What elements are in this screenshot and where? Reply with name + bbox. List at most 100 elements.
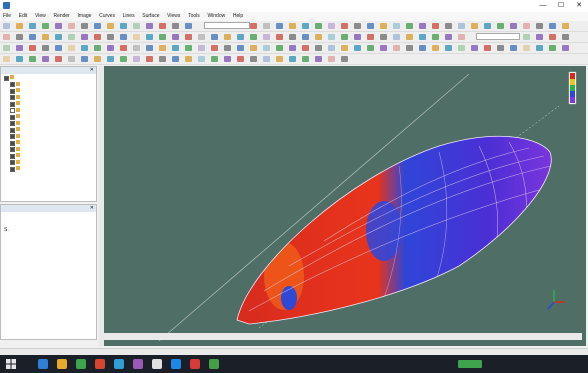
toolbar-tool-icon[interactable] — [354, 34, 361, 40]
toolbar-tool-icon[interactable] — [120, 23, 127, 29]
layer-row[interactable] — [1, 133, 96, 139]
toolbar-tool-icon[interactable] — [133, 56, 140, 62]
toolbar-tool-icon[interactable] — [198, 45, 205, 51]
taskbar-app-icon[interactable] — [171, 359, 181, 369]
toolbar-tool-icon[interactable] — [289, 23, 296, 29]
toolbar-tool-icon[interactable] — [120, 45, 127, 51]
toolbar-tool-icon[interactable] — [445, 45, 452, 51]
toolbar-tool-icon[interactable] — [458, 23, 465, 29]
windows-start-icon[interactable] — [6, 359, 16, 369]
toolbar-tool-icon[interactable] — [354, 23, 361, 29]
toolbar-tool-icon[interactable] — [107, 23, 114, 29]
close-icon[interactable]: ✕ — [89, 205, 94, 211]
toolbar-tool-icon[interactable] — [393, 34, 400, 40]
toolbar-tool-icon[interactable] — [224, 34, 231, 40]
toolbar-tool-icon[interactable] — [302, 34, 309, 40]
toolbar-tool-icon[interactable] — [16, 45, 23, 51]
toolbar-tool-icon[interactable] — [432, 34, 439, 40]
toolbar-tool-icon[interactable] — [458, 45, 465, 51]
layer-visibility-checkbox[interactable] — [10, 82, 15, 87]
toolbar-tool-icon[interactable] — [341, 34, 348, 40]
toolbar-tool-icon[interactable] — [146, 23, 153, 29]
toolbar-tool-icon[interactable] — [211, 56, 218, 62]
toolbar-tool-icon[interactable] — [198, 34, 205, 40]
toolbar-tool-icon[interactable] — [536, 45, 543, 51]
toolbar-tool-icon[interactable] — [263, 34, 270, 40]
toolbar-tool-icon[interactable] — [562, 34, 569, 40]
toolbar-tool-icon[interactable] — [458, 34, 465, 40]
toolbar-tool-icon[interactable] — [55, 23, 62, 29]
toolbar-tool-icon[interactable] — [549, 34, 556, 40]
toolbar-tool-icon[interactable] — [133, 23, 140, 29]
toolbar-tool-icon[interactable] — [250, 45, 257, 51]
toolbar-tool-icon[interactable] — [276, 45, 283, 51]
layer-row[interactable] — [1, 81, 96, 87]
taskbar-app-icon[interactable] — [76, 359, 86, 369]
toolbar-tool-icon[interactable] — [81, 34, 88, 40]
toolbar-tool-icon[interactable] — [484, 45, 491, 51]
toolbar-tool-icon[interactable] — [68, 45, 75, 51]
taskbar-app-icon[interactable] — [209, 359, 219, 369]
toolbar-tool-icon[interactable] — [419, 34, 426, 40]
layer-row[interactable] — [1, 87, 96, 94]
menu-views[interactable]: Views — [167, 13, 181, 19]
toolbar-tool-icon[interactable] — [224, 45, 231, 51]
layer-row[interactable] — [1, 159, 96, 165]
taskbar-app-icon[interactable] — [114, 359, 124, 369]
toolbar-tool-icon[interactable] — [29, 23, 36, 29]
toolbar-tool-icon[interactable] — [354, 45, 361, 51]
toolbar-tool-icon[interactable] — [237, 34, 244, 40]
layer-row[interactable] — [1, 94, 96, 100]
toolbar-tool-icon[interactable] — [445, 23, 452, 29]
menu-curves[interactable]: Curves — [99, 13, 115, 19]
toolbar-tool-icon[interactable] — [315, 34, 322, 40]
toolbar-tool-icon[interactable] — [211, 34, 218, 40]
layer-row[interactable] — [1, 113, 96, 120]
layer-row[interactable] — [1, 74, 96, 81]
layer-visibility-checkbox[interactable] — [10, 88, 15, 94]
3d-viewport[interactable] — [99, 66, 586, 346]
toolbar-tool-icon[interactable] — [29, 34, 36, 40]
toolbar-tool-icon[interactable] — [367, 34, 374, 40]
toolbar-tool-icon[interactable] — [419, 45, 426, 51]
toolbar-tool-icon[interactable] — [302, 45, 309, 51]
toolbar-tool-icon[interactable] — [81, 23, 88, 29]
toolbar-tool-icon[interactable] — [146, 56, 153, 62]
toolbar-tool-icon[interactable] — [107, 56, 114, 62]
layer-row[interactable] — [1, 139, 96, 146]
toolbar-tool-icon[interactable] — [510, 45, 517, 51]
layer-visibility-checkbox[interactable] — [10, 114, 15, 120]
toolbar-tool-icon[interactable] — [523, 45, 530, 51]
toolbar-tool-icon[interactable] — [302, 23, 309, 29]
toolbar-tool-icon[interactable] — [55, 56, 62, 62]
toolbar-tool-icon[interactable] — [55, 34, 62, 40]
menu-lines[interactable]: Lines — [122, 13, 135, 19]
toolbar-tool-icon[interactable] — [185, 34, 192, 40]
layer-visibility-checkbox[interactable] — [10, 127, 15, 133]
menu-render[interactable]: Render — [53, 13, 70, 19]
menu-help[interactable]: Help — [232, 13, 244, 19]
menu-view[interactable]: View — [35, 13, 46, 19]
toolbar-tool-icon[interactable] — [445, 34, 452, 40]
toolbar-tool-icon[interactable] — [263, 56, 270, 62]
toolbar-tool-icon[interactable] — [367, 45, 374, 51]
toolbar-tool-icon[interactable] — [68, 23, 75, 29]
layer-row[interactable] — [1, 107, 96, 113]
toolbar-tool-icon[interactable] — [328, 34, 335, 40]
layer-row[interactable] — [1, 126, 96, 133]
toolbar-tool-icon[interactable] — [289, 45, 296, 51]
layer-visibility-checkbox[interactable] — [10, 140, 15, 146]
toolbar-tool-icon[interactable] — [211, 45, 218, 51]
menu-surface[interactable]: Surface — [142, 13, 160, 19]
toolbar-tool-icon[interactable] — [159, 45, 166, 51]
taskbar-app-icon[interactable] — [152, 359, 162, 369]
toolbar-tool-icon[interactable] — [3, 34, 10, 40]
viewport-canvas[interactable] — [99, 66, 586, 346]
toolbar-tool-icon[interactable] — [185, 45, 192, 51]
toolbar-tool-icon[interactable] — [367, 23, 374, 29]
toolbar-tool-icon[interactable] — [120, 56, 127, 62]
menu-edit[interactable]: Edit — [18, 13, 28, 19]
menu-file[interactable]: File — [3, 13, 12, 19]
layer-visibility-checkbox[interactable] — [4, 75, 9, 81]
toolbar-tool-icon[interactable] — [419, 23, 426, 29]
